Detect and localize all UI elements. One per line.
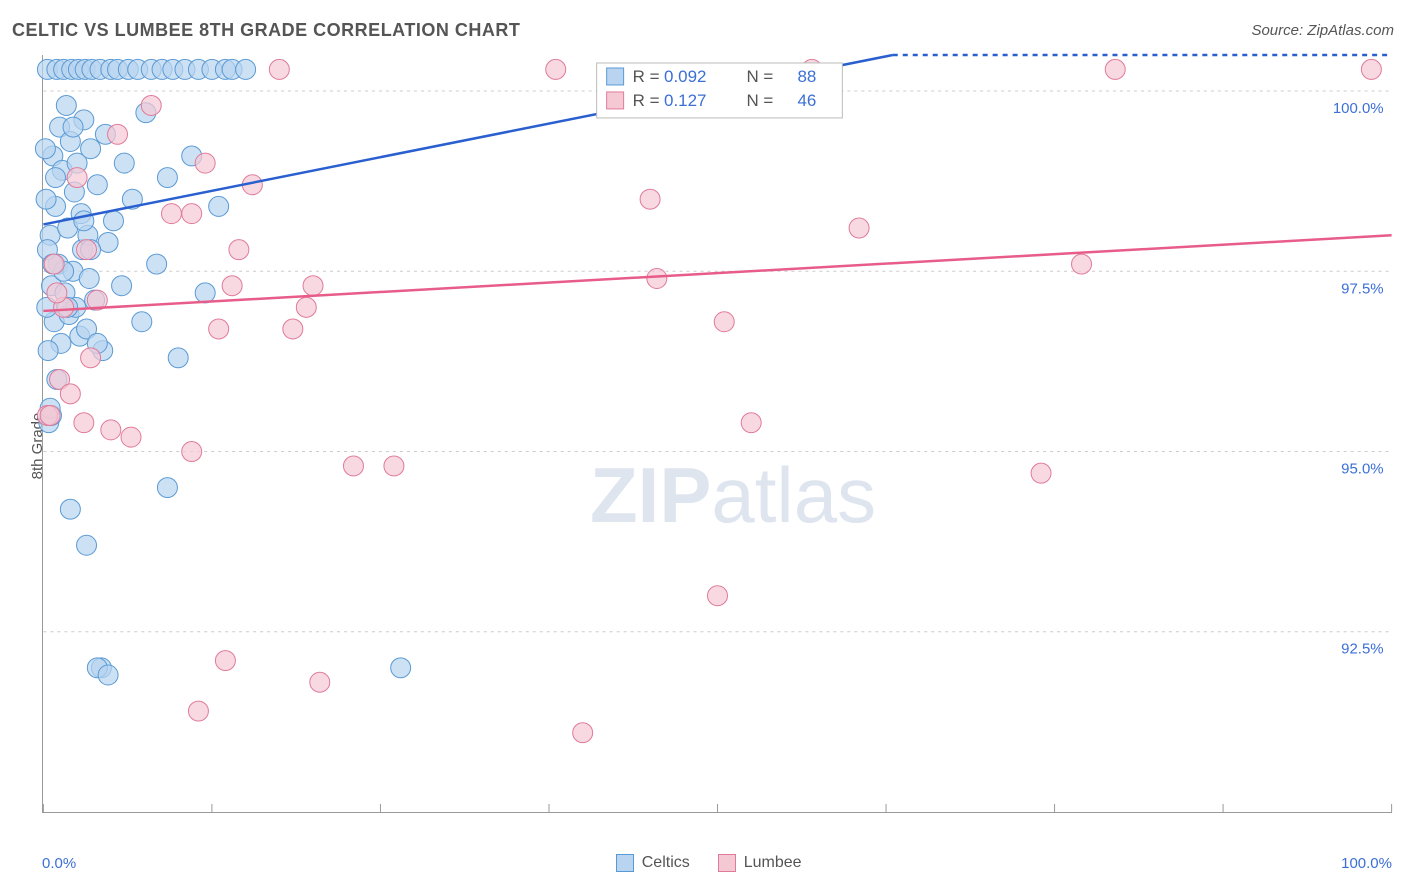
svg-text:46: 46 xyxy=(797,91,816,110)
legend-label-celtics: Celtics xyxy=(642,854,690,872)
svg-text:97.5%: 97.5% xyxy=(1341,280,1383,297)
legend-item-lumbee: Lumbee xyxy=(718,854,802,872)
swatch-lumbee xyxy=(718,854,736,872)
chart-svg: 92.5% 95.0% 97.5% 100.0% R =0.092 N = 88 R =0.1… xyxy=(43,55,1392,812)
x-axis-legend: 0.0% Celtics Lumbee 100.0% xyxy=(42,854,1392,872)
chart-title: CELTIC VS LUMBEE 8TH GRADE CORRELATION C… xyxy=(12,20,520,41)
x-label-left: 0.0% xyxy=(42,855,76,872)
svg-text:N =: N = xyxy=(746,91,773,110)
svg-text:N =: N = xyxy=(746,67,773,86)
plot-area: 92.5% 95.0% 97.5% 100.0% R =0.092 N = 88 R =0.1… xyxy=(42,55,1392,813)
series-legend: Celtics Lumbee xyxy=(616,854,802,872)
svg-text:100.0%: 100.0% xyxy=(1333,100,1384,117)
svg-text:88: 88 xyxy=(797,67,816,86)
legend-label-lumbee: Lumbee xyxy=(744,854,802,872)
svg-text:0.127: 0.127 xyxy=(664,91,706,110)
x-label-right: 100.0% xyxy=(1341,855,1392,872)
svg-text:0.092: 0.092 xyxy=(664,67,706,86)
svg-text:R =: R = xyxy=(633,91,660,110)
svg-text:R =: R = xyxy=(633,67,660,86)
swatch-celtics xyxy=(616,854,634,872)
svg-text:95.0%: 95.0% xyxy=(1341,460,1383,477)
svg-text:92.5%: 92.5% xyxy=(1341,641,1383,658)
chart-source: Source: ZipAtlas.com xyxy=(1251,22,1394,39)
legend-item-celtics: Celtics xyxy=(616,854,690,872)
